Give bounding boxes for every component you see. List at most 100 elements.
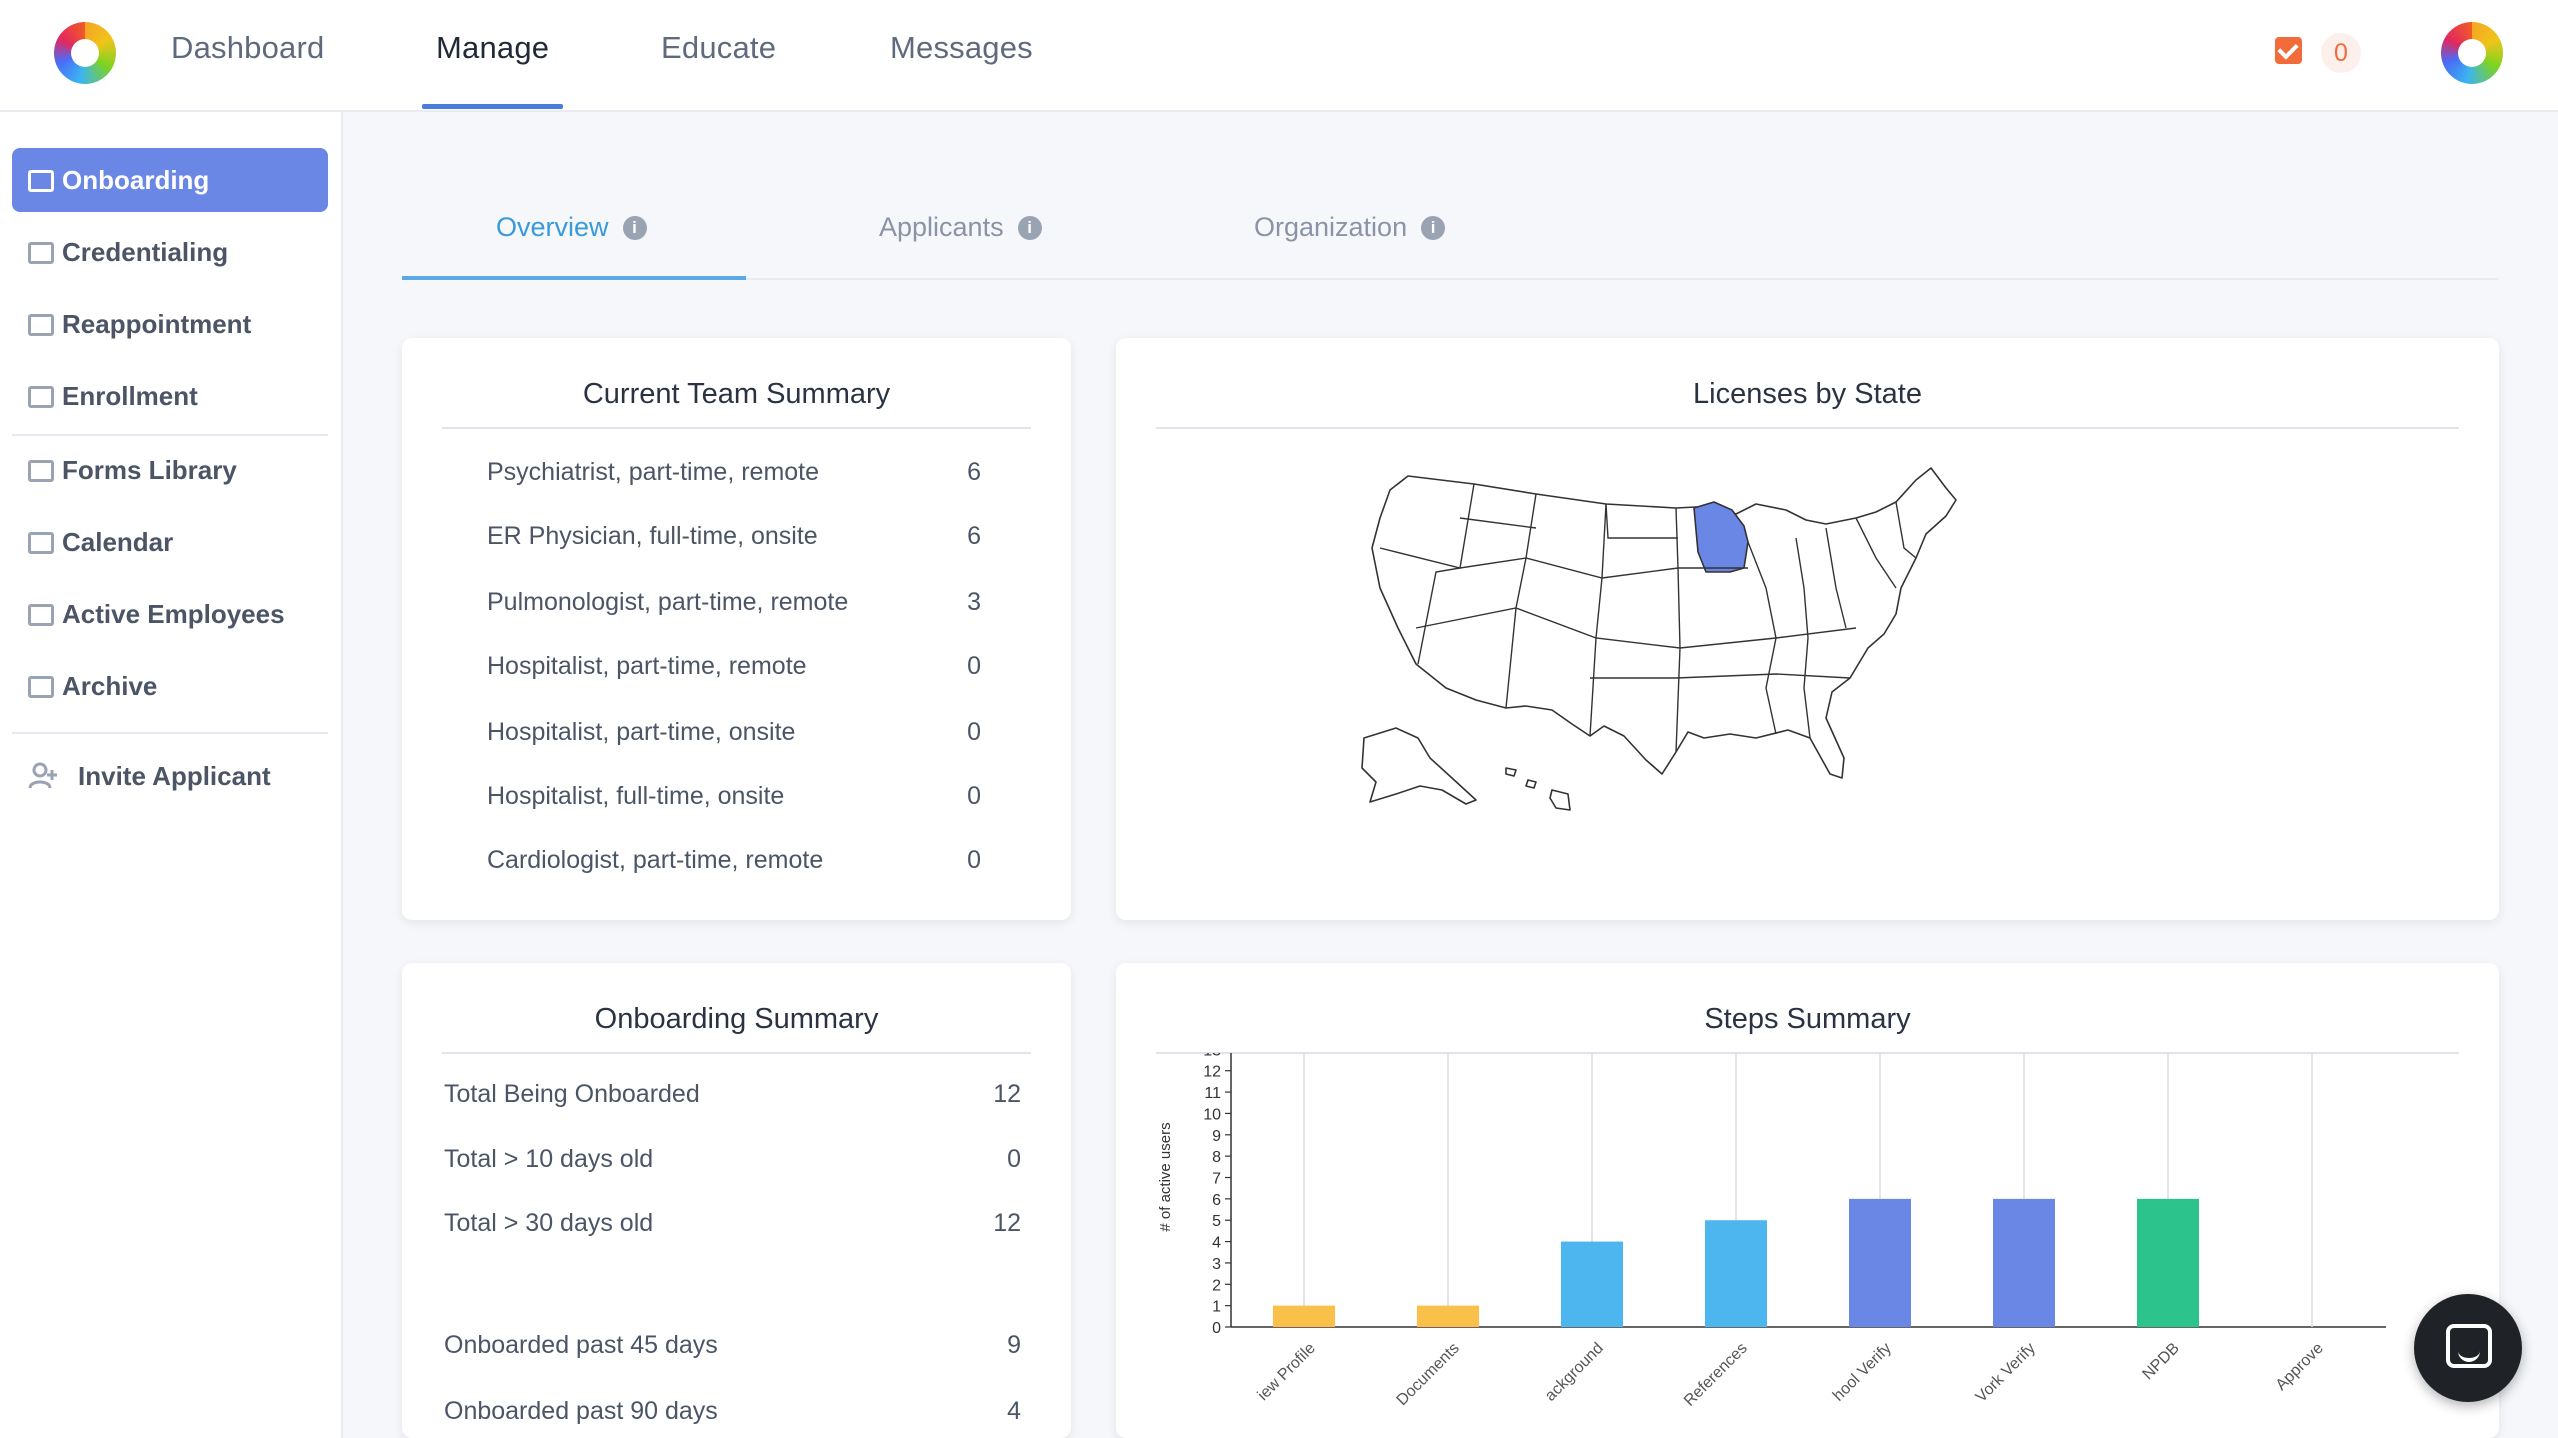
sidebar-item-label: Archive <box>62 670 158 701</box>
bar-5 <box>1993 1198 2055 1327</box>
bar-2 <box>1561 1241 1623 1327</box>
user-avatar[interactable] <box>2441 22 2503 84</box>
sidebar-item-credentialing[interactable]: Credentialing <box>12 220 328 284</box>
summary-row-value: 0 <box>967 652 981 680</box>
y-tick-label: 7 <box>1212 1171 1221 1188</box>
top-navigation-bar: Dashboard Manage Educate Messages 0 <box>0 0 2558 112</box>
summary-row-value: 4 <box>1007 1397 1021 1425</box>
sidebar-item-reappointment[interactable]: Reappointment <box>12 292 328 356</box>
bar-1 <box>1417 1305 1479 1327</box>
info-icon[interactable]: i <box>622 215 647 240</box>
summary-row-value: 0 <box>967 782 981 810</box>
sidebar-item-onboarding[interactable]: Onboarding <box>12 148 328 212</box>
summary-row-value: 12 <box>993 1080 1021 1108</box>
sidebar: Onboarding Credentialing Reappointment E… <box>0 112 343 1438</box>
nav-manage[interactable]: Manage <box>436 30 550 65</box>
steps-bar-chart: 01234567891011121314# of active usersiew… <box>1157 1053 2386 1410</box>
tab-label: Organization <box>1254 212 1408 242</box>
y-tick-label: 6 <box>1212 1192 1221 1209</box>
sidebar-item-label: Enrollment <box>62 380 198 411</box>
sidebar-item-active-employees[interactable]: Active Employees <box>12 582 328 646</box>
y-tick-label: 12 <box>1203 1064 1221 1081</box>
x-tick-label: iew Profile <box>1255 1340 1319 1404</box>
id-card-icon <box>28 314 54 336</box>
team-summary-title: Current Team Summary <box>442 378 1031 429</box>
form-edit-icon <box>28 460 54 482</box>
y-tick-label: 4 <box>1212 1235 1221 1252</box>
tab-applicants[interactable]: Applicants i <box>879 212 1042 243</box>
tab-overview[interactable]: Overview i <box>496 212 647 243</box>
summary-row-label: ER Physician, full-time, onsite <box>487 522 818 550</box>
y-tick-label: 11 <box>1204 1085 1221 1102</box>
summary-row-label: Psychiatrist, part-time, remote <box>487 458 820 486</box>
tab-bar-divider <box>402 278 2498 280</box>
licenses-title: Licenses by State <box>1156 378 2459 429</box>
summary-row-value: 0 <box>967 718 981 746</box>
summary-row-value: 12 <box>993 1209 1021 1237</box>
id-card-icon <box>28 242 54 264</box>
x-tick-label: References <box>1681 1340 1751 1410</box>
sidebar-item-label: Onboarding <box>62 164 210 195</box>
add-user-icon <box>28 762 57 789</box>
chat-launcher-button[interactable] <box>2414 1294 2522 1402</box>
nav-dashboard[interactable]: Dashboard <box>171 30 325 65</box>
summary-row-value: 0 <box>1007 1145 1021 1173</box>
tab-active-indicator <box>402 276 746 280</box>
tab-organization[interactable]: Organization i <box>1254 212 1446 243</box>
bar-0 <box>1273 1305 1335 1327</box>
nav-active-indicator <box>422 104 563 109</box>
summary-row-label: Hospitalist, full-time, onsite <box>487 782 785 810</box>
y-tick-label: 1 <box>1212 1299 1221 1316</box>
nav-educate[interactable]: Educate <box>661 30 777 65</box>
us-states-map[interactable] <box>1356 438 2016 818</box>
summary-row-value: 3 <box>967 588 981 616</box>
bar-6 <box>2137 1198 2199 1327</box>
y-tick-label: 5 <box>1212 1213 1221 1230</box>
sidebar-item-forms-library[interactable]: Forms Library <box>12 438 328 502</box>
summary-row-label: Total > 30 days old <box>444 1209 654 1237</box>
sidebar-divider <box>12 434 328 436</box>
bar-4 <box>1849 1198 1911 1327</box>
tab-label: Overview <box>496 212 609 242</box>
steps-summary-title: Steps Summary <box>1156 1003 2459 1054</box>
summary-row-label: Total > 10 days old <box>444 1145 654 1173</box>
onboarding-summary-title: Onboarding Summary <box>442 1003 1031 1054</box>
task-checkbox-icon[interactable] <box>2275 37 2302 64</box>
sidebar-item-archive[interactable]: Archive <box>12 654 328 718</box>
summary-row-value: 0 <box>967 846 981 874</box>
summary-row-value: 9 <box>1007 1331 1021 1359</box>
sidebar-divider <box>12 732 328 734</box>
sidebar-item-label: Calendar <box>62 526 174 557</box>
summary-row-label: Onboarded past 45 days <box>444 1331 718 1359</box>
sidebar-item-calendar[interactable]: Calendar <box>12 510 328 574</box>
x-tick-label: Documents <box>1394 1340 1463 1409</box>
x-tick-label: Vork Verify <box>1973 1340 2039 1406</box>
tab-label: Applicants <box>879 212 1004 242</box>
x-tick-label: hool Verify <box>1830 1340 1895 1405</box>
building-icon <box>28 170 54 192</box>
summary-row-label: Cardiologist, part-time, remote <box>487 846 824 874</box>
y-tick-label: 10 <box>1203 1106 1221 1123</box>
summary-row-label: Pulmonologist, part-time, remote <box>487 588 849 616</box>
y-tick-label: 9 <box>1212 1128 1221 1145</box>
summary-row-label: Hospitalist, part-time, remote <box>487 652 807 680</box>
y-tick-label: 2 <box>1212 1277 1221 1294</box>
chat-icon <box>2446 1324 2492 1368</box>
sidebar-item-enrollment[interactable]: Enrollment <box>12 364 328 428</box>
y-axis-label: # of active users <box>1157 1122 1174 1231</box>
invite-applicant-button[interactable]: Invite Applicant <box>28 756 271 796</box>
sidebar-item-label: Reappointment <box>62 308 252 339</box>
nav-messages[interactable]: Messages <box>890 30 1033 65</box>
x-tick-label: ackground <box>1542 1340 1607 1405</box>
team-summary-card: Current Team Summary Psychiatrist, part-… <box>402 338 1071 920</box>
app-logo-icon[interactable] <box>54 22 116 84</box>
licenses-card: Licenses by State <box>1116 338 2499 920</box>
list-icon <box>28 604 54 626</box>
task-count-badge[interactable]: 0 <box>2321 33 2361 73</box>
y-tick-label: 8 <box>1212 1149 1221 1166</box>
info-icon[interactable]: i <box>1017 215 1042 240</box>
y-tick-label: 3 <box>1212 1256 1221 1273</box>
sidebar-item-label: Active Employees <box>62 598 285 629</box>
invite-applicant-label: Invite Applicant <box>78 761 271 791</box>
info-icon[interactable]: i <box>1421 215 1446 240</box>
